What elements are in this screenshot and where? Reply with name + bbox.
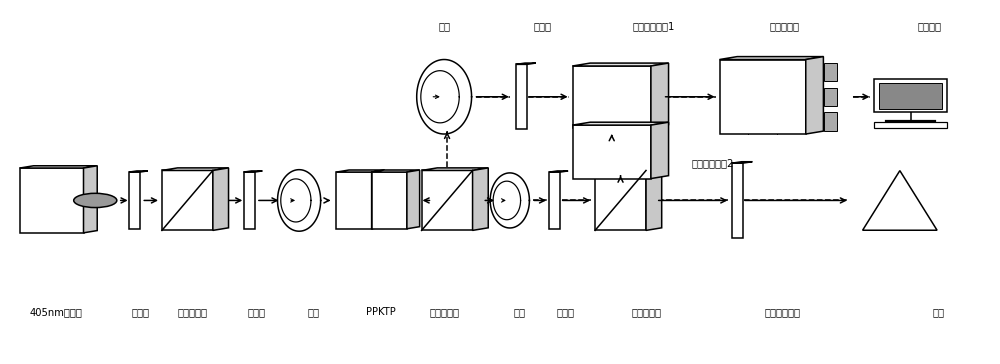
Polygon shape [162, 170, 213, 230]
Bar [824, 88, 837, 106]
Polygon shape [863, 171, 937, 230]
Polygon shape [516, 63, 536, 64]
Polygon shape [84, 166, 97, 233]
Polygon shape [806, 56, 823, 134]
Polygon shape [573, 125, 651, 179]
Text: 四分之一波片: 四分之一波片 [764, 307, 800, 317]
Text: 半波片: 半波片 [248, 307, 266, 317]
Text: 半波片: 半波片 [131, 307, 149, 317]
Polygon shape [372, 170, 420, 172]
Text: 棱镜: 棱镜 [438, 21, 450, 31]
Polygon shape [422, 168, 488, 170]
Polygon shape [720, 59, 806, 134]
Polygon shape [20, 168, 84, 233]
Bar [824, 112, 837, 131]
Polygon shape [595, 168, 662, 170]
Bar [129, 172, 140, 229]
Polygon shape [573, 122, 669, 125]
Text: 滤波片: 滤波片 [533, 21, 551, 31]
Bar [879, 83, 942, 109]
Polygon shape [421, 71, 459, 123]
Polygon shape [417, 60, 472, 134]
Polygon shape [493, 181, 521, 220]
Bar [874, 122, 947, 128]
Polygon shape [595, 170, 646, 230]
Polygon shape [651, 122, 669, 179]
Text: 滤波片: 滤波片 [557, 307, 575, 317]
Text: 物体: 物体 [932, 307, 944, 317]
Polygon shape [422, 170, 473, 230]
Polygon shape [372, 170, 384, 229]
Polygon shape [336, 172, 372, 229]
Polygon shape [646, 168, 662, 230]
Text: 单光子探测全2: 单光子探测全2 [691, 158, 733, 168]
Text: 棱镜: 棱镜 [514, 307, 526, 317]
Polygon shape [573, 63, 669, 66]
Polygon shape [473, 168, 488, 230]
Polygon shape [244, 171, 262, 172]
Text: 偏振分束器: 偏振分束器 [429, 307, 459, 317]
Polygon shape [213, 168, 229, 230]
Polygon shape [372, 172, 407, 229]
Polygon shape [490, 173, 529, 228]
Polygon shape [651, 63, 669, 127]
Polygon shape [20, 166, 97, 168]
Polygon shape [278, 170, 321, 231]
Bar [244, 172, 255, 229]
Text: 棱镜: 棱镜 [308, 307, 320, 317]
Text: 测距解算: 测距解算 [917, 21, 941, 31]
Bar [516, 64, 527, 129]
Text: 符合计数件: 符合计数件 [769, 21, 799, 31]
Circle shape [74, 193, 117, 207]
Polygon shape [720, 56, 823, 59]
Bar [732, 163, 743, 238]
Text: 偏振分束器: 偏振分束器 [177, 307, 207, 317]
Polygon shape [281, 179, 311, 222]
Polygon shape [549, 171, 568, 172]
Polygon shape [407, 170, 420, 229]
Polygon shape [162, 168, 229, 170]
Text: PPKTP: PPKTP [366, 307, 395, 317]
Polygon shape [336, 170, 384, 172]
Text: 405nm激光器: 405nm激光器 [30, 307, 82, 317]
Text: 单光子探测全1: 单光子探测全1 [633, 21, 675, 31]
Bar [874, 79, 947, 112]
Bar [549, 172, 560, 229]
Text: 偏振分束器: 偏振分束器 [632, 307, 662, 317]
Polygon shape [573, 66, 651, 127]
Bar [824, 63, 837, 81]
Polygon shape [732, 162, 752, 163]
Polygon shape [129, 171, 148, 172]
